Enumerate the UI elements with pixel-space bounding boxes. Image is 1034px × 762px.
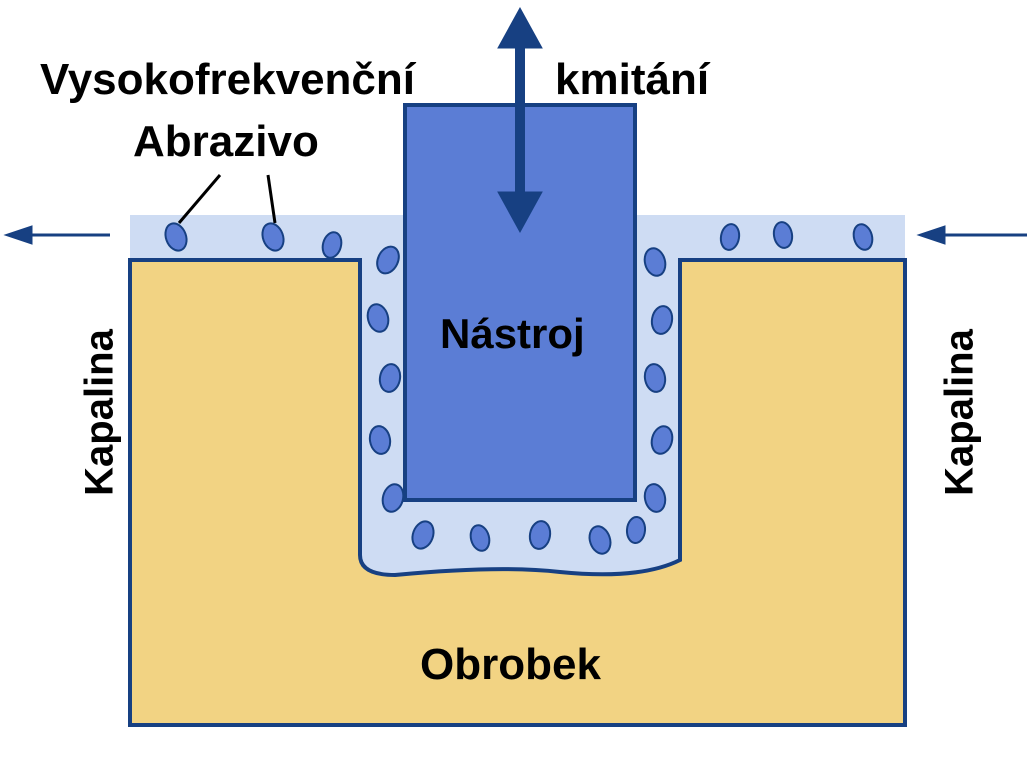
flow-arrow-left <box>5 226 110 244</box>
label-abrasive: Abrazivo <box>133 117 319 167</box>
label-top-right: kmitání <box>555 55 709 105</box>
flow-arrow-right <box>918 226 1027 244</box>
label-liquid-right: Kapalina <box>938 323 983 503</box>
label-workpiece: Obrobek <box>420 640 601 690</box>
label-liquid-left: Kapalina <box>78 323 123 503</box>
label-top-left: Vysokofrekvenční <box>40 55 415 105</box>
label-tool: Nástroj <box>440 310 585 358</box>
